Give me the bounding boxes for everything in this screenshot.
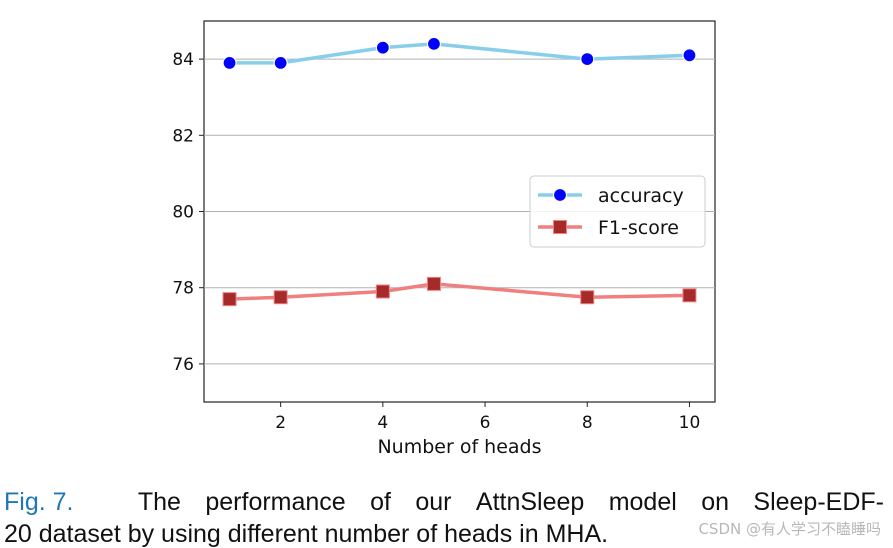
x-tick-label: 6 (480, 413, 491, 433)
x-tick-label: 2 (275, 413, 286, 433)
legend-item: accuracy (538, 185, 684, 207)
x-tick-label: 4 (377, 413, 388, 433)
data-point (273, 55, 288, 71)
legend-label: accuracy (598, 185, 684, 207)
caption-word: our (415, 488, 452, 516)
data-point (580, 51, 595, 67)
caption-word: Sleep-EDF- (753, 488, 884, 516)
series-accuracy (222, 36, 697, 71)
caption-word: on (701, 488, 729, 516)
data-point (682, 288, 697, 303)
y-tick-label: 80 (172, 203, 194, 223)
data-point (273, 290, 288, 305)
data-point (375, 40, 390, 55)
legend: accuracy F1-score (529, 175, 706, 248)
series-line (229, 42, 690, 65)
legend-marker (553, 220, 567, 234)
caption-line-2: 20 dataset by using different number of … (4, 520, 609, 548)
legend-label: F1-score (598, 217, 679, 239)
data-point (222, 55, 237, 71)
data-point (682, 48, 697, 63)
x-tick-label: 8 (582, 413, 593, 433)
legend-marker (552, 187, 568, 203)
series-line (229, 282, 690, 301)
series-layer (222, 36, 697, 307)
caption-word: model (608, 488, 677, 516)
caption-line-1: Fig. 7. The performance of our AttnSleep mode… (4, 486, 884, 518)
caption-word: The (137, 488, 181, 516)
watermark: CSDN @有人学习不瞌睡吗 (698, 520, 881, 538)
data-point (580, 290, 595, 305)
data-point (426, 36, 442, 51)
y-tick-label: 84 (172, 50, 194, 70)
legend-item: F1-score (538, 217, 679, 239)
data-point (222, 292, 237, 307)
y-tick-label: 82 (172, 126, 194, 146)
figure-caption: Fig. 7. The performance of our AttnSleep mode… (4, 486, 884, 548)
data-point (375, 284, 390, 299)
x-axis-label: Number of heads (377, 436, 541, 458)
line-chart: 76 78 80 82 84 2 4 6 8 10 Number of heads accurac… (172, 20, 716, 458)
caption-word: AttnSleep (475, 488, 585, 516)
x-tick-label: 10 (679, 413, 701, 433)
series-f1-score (222, 276, 697, 307)
caption-word: performance (205, 488, 346, 516)
axis-ticks: 76 78 80 82 84 2 4 6 8 10 (172, 50, 700, 433)
caption-word: of (370, 488, 391, 516)
data-point (426, 276, 441, 291)
figure-label: Fig. 7. (4, 488, 74, 516)
y-tick-label: 76 (172, 355, 194, 375)
y-tick-label: 78 (172, 279, 194, 299)
